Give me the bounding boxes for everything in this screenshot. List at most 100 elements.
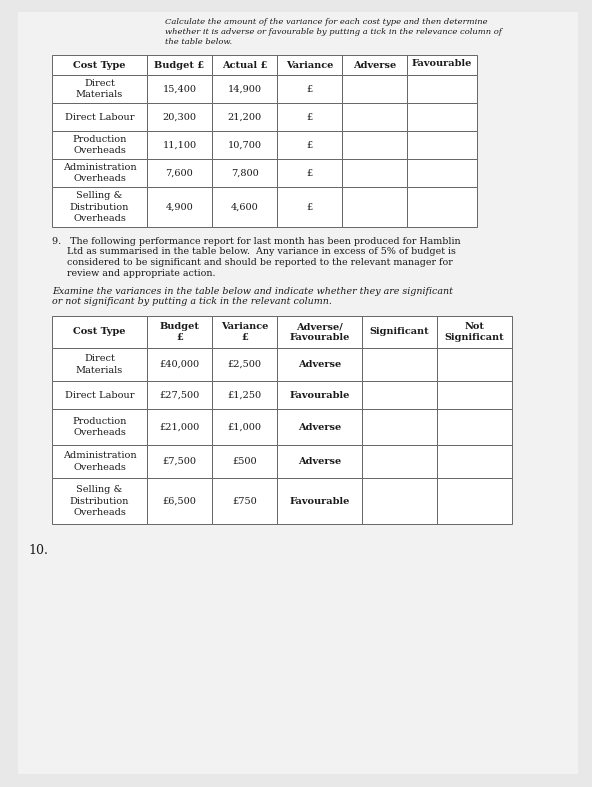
Text: Direct
Materials: Direct Materials: [76, 354, 123, 375]
Text: 7,600: 7,600: [166, 168, 194, 178]
Bar: [407, 55, 477, 75]
Bar: [147, 478, 212, 524]
Text: Not
Significant: Not Significant: [445, 323, 504, 342]
Text: 9.   The following performance report for last month has been produced for Hambl: 9. The following performance report for …: [52, 237, 461, 246]
Text: whether it is adverse or favourable by putting a tick in the relevance column of: whether it is adverse or favourable by p…: [165, 28, 502, 36]
Bar: [407, 159, 477, 187]
Text: 20,300: 20,300: [162, 113, 197, 121]
Bar: [277, 75, 342, 103]
Text: Production
Overheads: Production Overheads: [72, 135, 127, 155]
Text: Budget £: Budget £: [155, 61, 205, 69]
Bar: [147, 55, 212, 75]
Text: Production
Overheads: Production Overheads: [72, 417, 127, 437]
Text: £: £: [307, 113, 313, 121]
Text: 14,900: 14,900: [227, 84, 262, 94]
Text: Administration
Overheads: Administration Overheads: [63, 452, 136, 471]
Bar: [277, 159, 342, 187]
Text: Favourable: Favourable: [289, 390, 350, 400]
Bar: [212, 75, 277, 103]
Text: 21,200: 21,200: [227, 113, 262, 121]
Bar: [147, 409, 212, 445]
Text: Significant: Significant: [369, 327, 429, 337]
Text: £7,500: £7,500: [162, 457, 197, 466]
Bar: [362, 348, 437, 381]
Bar: [212, 187, 277, 227]
Bar: [147, 381, 212, 409]
Bar: [52, 381, 147, 409]
Text: £21,000: £21,000: [159, 423, 200, 431]
Bar: [342, 103, 407, 131]
Bar: [147, 159, 212, 187]
Text: £40,000: £40,000: [159, 360, 200, 369]
Bar: [147, 187, 212, 227]
Bar: [277, 103, 342, 131]
Text: the table below.: the table below.: [165, 38, 232, 46]
Text: £: £: [307, 84, 313, 94]
Text: considered to be significant and should be reported to the relevant manager for: considered to be significant and should …: [52, 258, 453, 267]
Text: Favourable: Favourable: [289, 497, 350, 505]
Text: £750: £750: [232, 497, 257, 505]
Bar: [277, 55, 342, 75]
Text: £1,000: £1,000: [227, 423, 262, 431]
Text: £: £: [307, 141, 313, 150]
Text: 10.: 10.: [28, 544, 48, 557]
Text: Adverse: Adverse: [298, 457, 341, 466]
Bar: [52, 348, 147, 381]
Bar: [52, 159, 147, 187]
Bar: [52, 187, 147, 227]
Text: Direct Labour: Direct Labour: [65, 113, 134, 121]
Text: Adverse: Adverse: [298, 360, 341, 369]
Bar: [212, 478, 277, 524]
Bar: [212, 131, 277, 159]
Text: Cost Type: Cost Type: [73, 61, 126, 69]
Bar: [212, 159, 277, 187]
Bar: [277, 409, 362, 445]
Text: 4,900: 4,900: [166, 202, 194, 212]
Bar: [147, 75, 212, 103]
Bar: [277, 187, 342, 227]
Text: £6,500: £6,500: [163, 497, 197, 505]
Bar: [52, 55, 147, 75]
Bar: [147, 445, 212, 478]
Bar: [407, 187, 477, 227]
Bar: [277, 316, 362, 348]
Bar: [52, 478, 147, 524]
Bar: [277, 478, 362, 524]
Text: £500: £500: [232, 457, 257, 466]
Text: Actual £: Actual £: [222, 61, 267, 69]
Bar: [52, 316, 147, 348]
Text: or not significant by putting a tick in the relevant column.: or not significant by putting a tick in …: [52, 297, 332, 306]
Bar: [212, 55, 277, 75]
Bar: [212, 381, 277, 409]
Bar: [277, 381, 362, 409]
Bar: [52, 75, 147, 103]
Text: Calculate the amount of the variance for each cost type and then determine: Calculate the amount of the variance for…: [165, 18, 488, 26]
Text: 15,400: 15,400: [162, 84, 197, 94]
Text: £: £: [307, 202, 313, 212]
Text: 7,800: 7,800: [231, 168, 258, 178]
Text: 4,600: 4,600: [231, 202, 258, 212]
Bar: [362, 478, 437, 524]
Text: Administration
Overheads: Administration Overheads: [63, 163, 136, 183]
Text: Examine the variances in the table below and indicate whether they are significa: Examine the variances in the table below…: [52, 287, 453, 296]
Bar: [437, 409, 512, 445]
Bar: [342, 159, 407, 187]
Text: Adverse: Adverse: [353, 61, 396, 69]
Bar: [362, 381, 437, 409]
Bar: [52, 131, 147, 159]
Bar: [362, 445, 437, 478]
Text: 11,100: 11,100: [162, 141, 197, 150]
Bar: [342, 75, 407, 103]
Text: £27,500: £27,500: [159, 390, 200, 400]
Text: Direct
Materials: Direct Materials: [76, 79, 123, 99]
Bar: [147, 316, 212, 348]
Bar: [52, 103, 147, 131]
Text: Selling &
Distribution
Overheads: Selling & Distribution Overheads: [70, 191, 129, 223]
Text: £1,250: £1,250: [227, 390, 262, 400]
Bar: [342, 55, 407, 75]
Text: Variance: Variance: [286, 61, 333, 69]
Text: £: £: [307, 168, 313, 178]
Text: Variance
£: Variance £: [221, 323, 268, 342]
Text: Budget
£: Budget £: [160, 323, 200, 342]
Bar: [52, 445, 147, 478]
